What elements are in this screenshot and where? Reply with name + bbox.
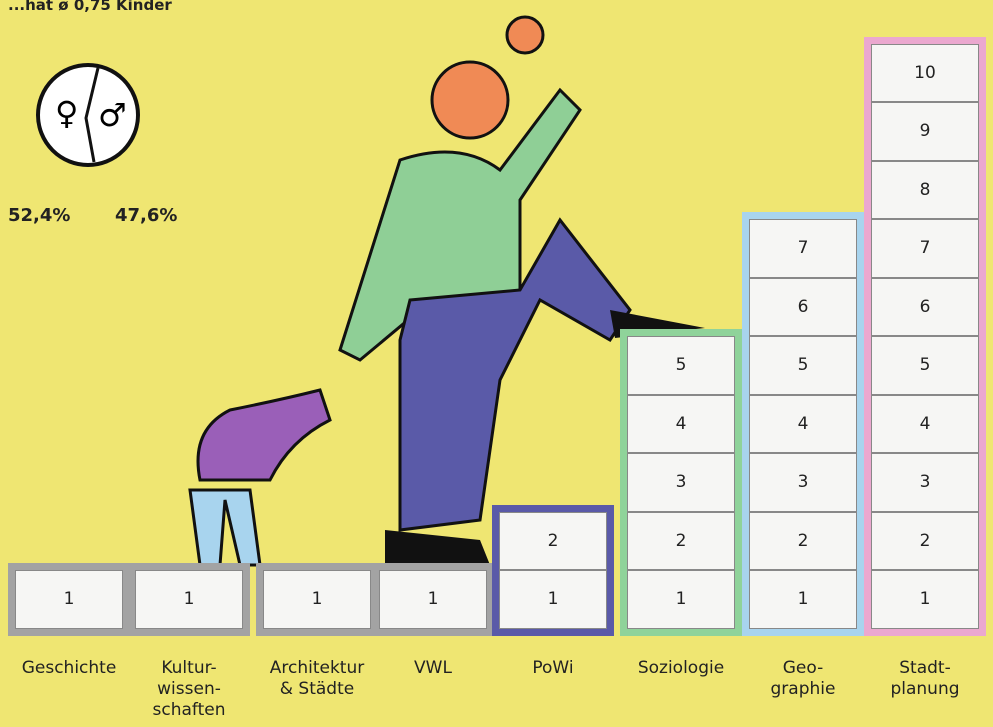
column-label: Geo- graphie: [738, 658, 868, 700]
block: 2: [627, 512, 735, 571]
male-share: 47,6%: [115, 205, 177, 226]
female-symbol: ♀: [55, 94, 78, 132]
column-label: Stadt- planung: [860, 658, 990, 700]
block: 1: [379, 570, 487, 629]
head: [432, 62, 508, 138]
child-legs: [190, 490, 260, 565]
column-label: VWL: [368, 658, 498, 679]
block: 2: [871, 512, 979, 571]
block: 8: [871, 161, 979, 220]
female-share: 52,4%: [8, 205, 70, 226]
block: 1: [135, 570, 243, 629]
title: ...hat ø 0,75 Kinder: [8, 0, 172, 14]
column-label: Soziologie: [616, 658, 746, 679]
block: 4: [627, 395, 735, 454]
block: 2: [749, 512, 857, 571]
block: 7: [871, 219, 979, 278]
block: 3: [627, 453, 735, 512]
block: 4: [749, 395, 857, 454]
column-label: Architektur & Städte: [252, 658, 382, 700]
block: 1: [15, 570, 123, 629]
block: 1: [871, 570, 979, 629]
block: 7: [749, 219, 857, 278]
column-label: Geschichte: [4, 658, 134, 679]
fist: [507, 17, 543, 53]
block: 5: [749, 336, 857, 395]
block: 1: [749, 570, 857, 629]
child: [198, 390, 330, 480]
block: 4: [871, 395, 979, 454]
block: 5: [871, 336, 979, 395]
block: 3: [749, 453, 857, 512]
block: 2: [499, 512, 607, 571]
column-label: Kultur- wissen- schaften: [124, 658, 254, 721]
column-label: PoWi: [488, 658, 618, 679]
block: 10: [871, 44, 979, 103]
block: 1: [499, 570, 607, 629]
block: 5: [627, 336, 735, 395]
block: 6: [749, 278, 857, 337]
block: 9: [871, 102, 979, 161]
block: 3: [871, 453, 979, 512]
block: 6: [871, 278, 979, 337]
page: ...hat ø 0,75 Kinder ♀ ♂ 52,4% 47,6% 1Ge…: [0, 0, 993, 727]
male-symbol: ♂: [98, 96, 127, 134]
block: 1: [263, 570, 371, 629]
block: 1: [627, 570, 735, 629]
